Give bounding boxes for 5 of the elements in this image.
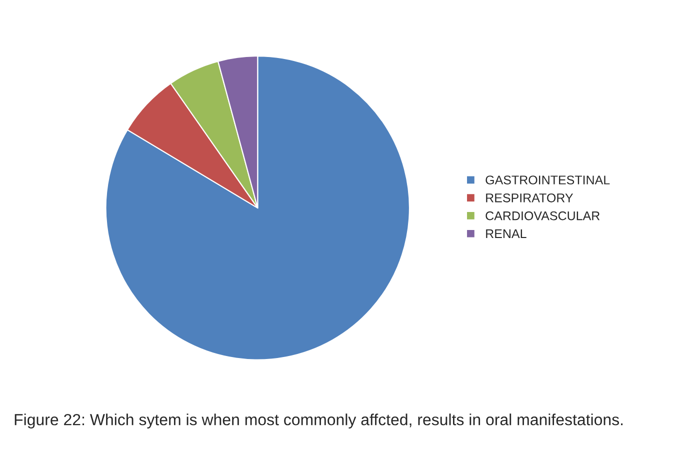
caption: Figure 22: Which sytem is when most commonly affcted, results in oral manifestations. (14, 414, 623, 428)
legend-label: RESPIRATORY (486, 193, 574, 202)
legend-label: GASTROINTESTINAL (486, 176, 610, 184)
legend-label: RENAL (486, 229, 526, 238)
legend-label: CARDIOVASCULAR (486, 211, 600, 220)
